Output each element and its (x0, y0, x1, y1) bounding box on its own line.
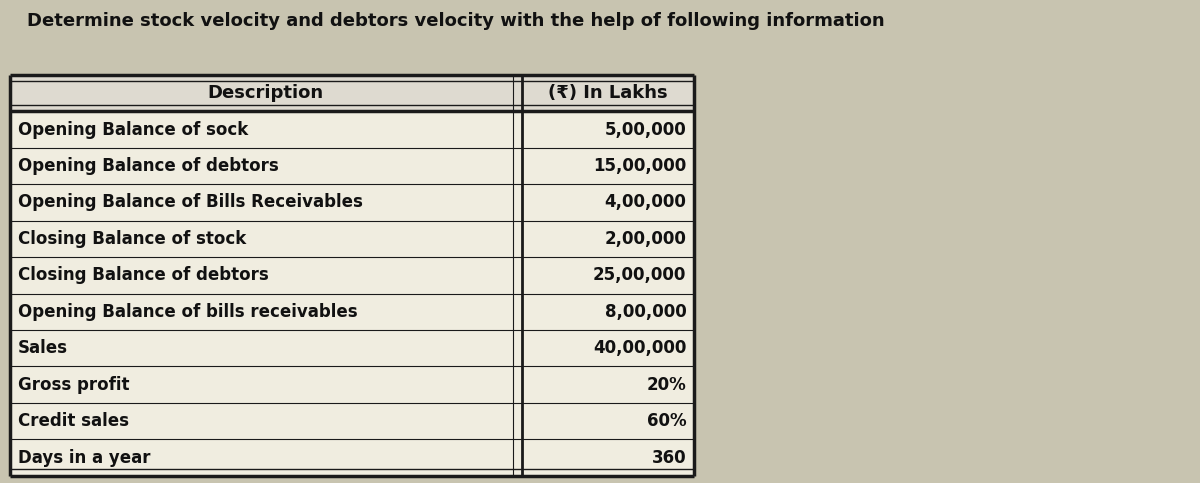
Text: Gross profit: Gross profit (18, 376, 130, 394)
Text: Description: Description (208, 84, 324, 102)
Text: 5,00,000: 5,00,000 (605, 121, 686, 139)
Text: 360: 360 (652, 449, 686, 467)
Text: Opening Balance of debtors: Opening Balance of debtors (18, 157, 278, 175)
Bar (10, 75, 694, 111)
Text: 60%: 60% (647, 412, 686, 430)
Text: 15,00,000: 15,00,000 (593, 157, 686, 175)
Text: Sales: Sales (18, 339, 68, 357)
Text: Determine stock velocity and debtors velocity with the help of following informa: Determine stock velocity and debtors vel… (28, 12, 884, 30)
Bar (10, 75, 694, 476)
Text: Closing Balance of stock: Closing Balance of stock (18, 230, 246, 248)
Text: Credit sales: Credit sales (18, 412, 130, 430)
Text: 40,00,000: 40,00,000 (593, 339, 686, 357)
Text: 25,00,000: 25,00,000 (593, 266, 686, 284)
Text: Days in a year: Days in a year (18, 449, 150, 467)
Text: Closing Balance of debtors: Closing Balance of debtors (18, 266, 269, 284)
Text: Opening Balance of Bills Receivables: Opening Balance of Bills Receivables (18, 193, 362, 212)
Text: 20%: 20% (647, 376, 686, 394)
Text: Opening Balance of sock: Opening Balance of sock (18, 121, 248, 139)
Text: 4,00,000: 4,00,000 (605, 193, 686, 212)
Text: 2,00,000: 2,00,000 (605, 230, 686, 248)
Text: 8,00,000: 8,00,000 (605, 303, 686, 321)
Text: (₹) In Lakhs: (₹) In Lakhs (548, 84, 667, 102)
Text: Opening Balance of bills receivables: Opening Balance of bills receivables (18, 303, 358, 321)
